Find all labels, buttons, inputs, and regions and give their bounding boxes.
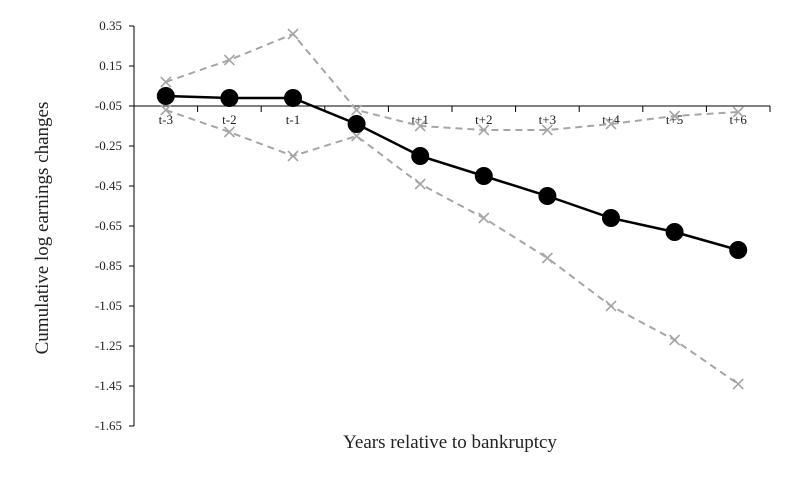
data-point [414, 178, 426, 190]
y-axis-title: Cumulative log earnings changes [32, 102, 53, 355]
y-tick-label: -0.45 [95, 178, 122, 193]
data-point [287, 150, 299, 162]
x-axis: t-3t-2t-1tt+1t+2t+3t+4t+5t+6 [133, 105, 771, 127]
x-tick-label: t+5 [666, 112, 683, 127]
y-axis: 0.35 0.15 -0.05 -0.25 -0.45 -0.65 -0.85 -1.05 -1… [95, 18, 135, 433]
data-point [414, 120, 426, 132]
data-point [732, 378, 744, 390]
data-point [538, 187, 557, 205]
y-tick-label: -1.25 [95, 338, 122, 353]
y-tick-label: 0.35 [99, 18, 122, 33]
data-point [729, 241, 748, 259]
series-2-line [165, 32, 739, 131]
data-point [541, 124, 553, 136]
data-point [347, 115, 366, 133]
x-tick-label: t+3 [539, 112, 556, 127]
y-tick-label: -1.45 [95, 378, 122, 393]
x-tick-label: t-1 [286, 112, 300, 127]
x-tick-label: t+6 [729, 112, 747, 127]
y-tick-label: -0.65 [95, 218, 122, 233]
series-3-line [165, 109, 739, 385]
data-point [351, 104, 363, 116]
data-point [223, 54, 235, 66]
data-point [669, 110, 681, 122]
data-point [160, 104, 172, 116]
data-point [160, 76, 172, 88]
data-point [411, 147, 430, 165]
data-point [474, 167, 493, 185]
data-point [605, 118, 617, 130]
x-axis-title: Years relative to bankruptcy [343, 432, 557, 453]
data-point [602, 209, 620, 227]
y-tick-label: -0.05 [95, 98, 122, 113]
data-point [287, 28, 299, 40]
x-tick-label: t+1 [411, 112, 428, 127]
data-point [669, 334, 681, 346]
data-point [478, 212, 490, 224]
y-tick-label: -0.25 [95, 138, 122, 153]
data-point [478, 124, 490, 136]
series-3 [160, 104, 744, 390]
data-point [732, 106, 744, 118]
y-tick-label: -0.85 [95, 258, 122, 273]
data-point [223, 126, 235, 138]
data-point [605, 300, 617, 312]
data-point [351, 130, 363, 142]
x-tick-label: t-2 [222, 112, 236, 127]
data-point [541, 252, 553, 264]
series-layer [156, 28, 748, 390]
data-point [284, 89, 302, 107]
series-1-line [165, 94, 739, 252]
data-point [665, 223, 684, 241]
x-tick-label: t-3 [159, 112, 173, 127]
series-2 [160, 28, 744, 136]
y-tick-label: -1.65 [95, 418, 122, 433]
data-point [156, 87, 175, 105]
y-tick-label: -1.05 [95, 298, 122, 313]
data-point [220, 89, 239, 107]
y-tick-label: 0.15 [99, 58, 122, 73]
series-1 [156, 87, 748, 259]
x-tick-label: t+2 [475, 112, 492, 127]
